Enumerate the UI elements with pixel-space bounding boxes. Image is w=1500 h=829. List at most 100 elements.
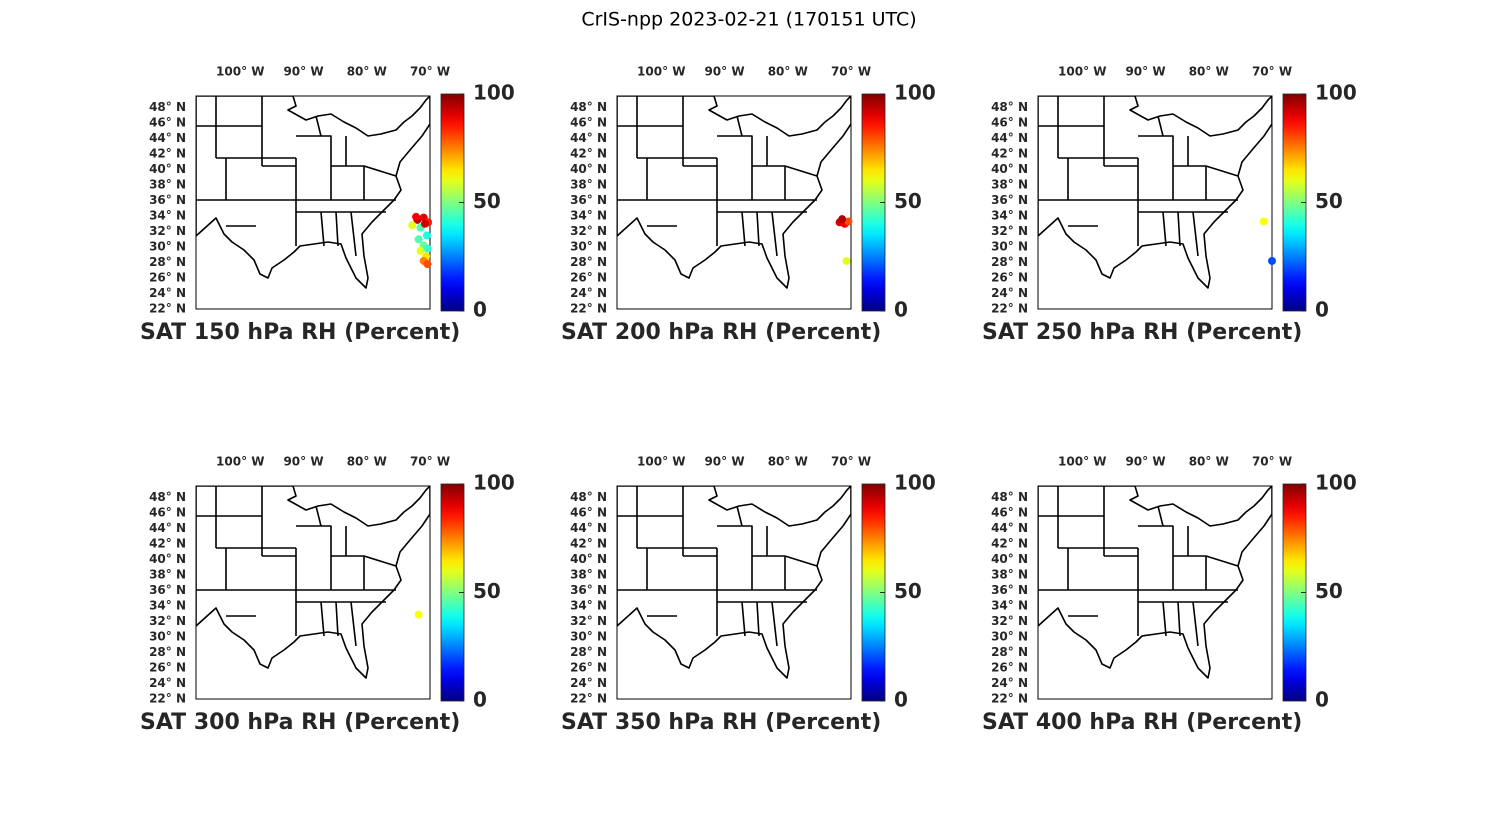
colorbar-tick-label: 50 bbox=[894, 189, 922, 213]
y-tick-label: 24° N bbox=[570, 286, 607, 300]
data-point bbox=[842, 256, 851, 265]
y-tick-label: 22° N bbox=[570, 692, 607, 706]
y-tick-label: 26° N bbox=[991, 271, 1028, 285]
y-tick-label: 32° N bbox=[149, 614, 186, 628]
y-tick-label: 22° N bbox=[991, 692, 1028, 706]
figure-title: CrIS-npp 2023-02-21 (170151 UTC) bbox=[581, 9, 916, 31]
y-tick-label: 38° N bbox=[991, 178, 1028, 192]
x-tick-label: 90° W bbox=[1125, 65, 1165, 79]
colorbar-tick-label: 50 bbox=[473, 189, 501, 213]
x-tick-label: 90° W bbox=[283, 65, 323, 79]
y-tick-label: 38° N bbox=[149, 568, 186, 582]
y-tick-label: 48° N bbox=[570, 490, 607, 504]
colorbar-tick-label: 0 bbox=[894, 298, 908, 322]
data-point bbox=[412, 212, 421, 221]
y-tick-label: 36° N bbox=[570, 193, 607, 207]
y-tick-label: 42° N bbox=[570, 537, 607, 551]
y-tick-label: 30° N bbox=[149, 630, 186, 644]
y-tick-label: 44° N bbox=[149, 131, 186, 145]
y-tick-label: 32° N bbox=[991, 614, 1028, 628]
y-tick-label: 34° N bbox=[570, 599, 607, 613]
y-tick-label: 46° N bbox=[991, 116, 1028, 130]
colorbar-tick-label: 50 bbox=[894, 579, 922, 603]
data-point bbox=[1259, 217, 1268, 226]
y-tick-label: 48° N bbox=[991, 490, 1028, 504]
y-tick-label: 28° N bbox=[149, 645, 186, 659]
y-tick-label: 28° N bbox=[991, 645, 1028, 659]
y-tick-label: 28° N bbox=[991, 255, 1028, 269]
data-point bbox=[416, 246, 425, 255]
y-tick-label: 24° N bbox=[991, 676, 1028, 690]
data-point bbox=[414, 235, 423, 244]
x-tick-label: 100° W bbox=[637, 65, 685, 79]
y-tick-label: 40° N bbox=[149, 162, 186, 176]
x-tick-label: 100° W bbox=[216, 65, 264, 79]
x-tick-label: 80° W bbox=[1189, 455, 1229, 469]
x-tick-label: 100° W bbox=[1058, 455, 1106, 469]
x-tick-label: 70° W bbox=[1252, 455, 1292, 469]
x-tick-label: 70° W bbox=[831, 455, 871, 469]
y-tick-label: 38° N bbox=[570, 178, 607, 192]
y-tick-label: 38° N bbox=[991, 568, 1028, 582]
x-tick-label: 70° W bbox=[1252, 65, 1292, 79]
colorbar-tick-label: 100 bbox=[1315, 81, 1357, 105]
colorbar-tick-label: 0 bbox=[473, 298, 487, 322]
y-tick-label: 36° N bbox=[149, 583, 186, 597]
y-tick-label: 26° N bbox=[149, 661, 186, 675]
colorbar-tick-label: 0 bbox=[1315, 298, 1329, 322]
y-tick-label: 46° N bbox=[991, 506, 1028, 520]
data-point bbox=[408, 221, 417, 230]
y-tick-label: 22° N bbox=[149, 302, 186, 316]
x-tick-label: 80° W bbox=[768, 455, 808, 469]
data-point bbox=[423, 244, 432, 253]
data-point bbox=[1268, 256, 1276, 265]
y-tick-label: 36° N bbox=[991, 193, 1028, 207]
colorbar-tick-label: 100 bbox=[1315, 471, 1357, 495]
y-tick-label: 46° N bbox=[570, 116, 607, 130]
data-point bbox=[423, 260, 432, 269]
y-tick-label: 34° N bbox=[149, 599, 186, 613]
colorbar-tick-label: 0 bbox=[1315, 688, 1329, 712]
y-tick-label: 22° N bbox=[991, 302, 1028, 316]
y-tick-label: 30° N bbox=[149, 240, 186, 254]
x-tick-label: 90° W bbox=[704, 455, 744, 469]
data-point bbox=[420, 219, 429, 228]
y-tick-label: 40° N bbox=[149, 552, 186, 566]
y-tick-label: 24° N bbox=[149, 676, 186, 690]
colorbar-tick-label: 0 bbox=[473, 688, 487, 712]
y-tick-label: 40° N bbox=[570, 552, 607, 566]
x-tick-label: 80° W bbox=[347, 65, 387, 79]
x-tick-label: 70° W bbox=[410, 65, 450, 79]
y-tick-label: 44° N bbox=[991, 131, 1028, 145]
y-tick-label: 38° N bbox=[570, 568, 607, 582]
y-tick-label: 48° N bbox=[570, 100, 607, 114]
y-tick-label: 22° N bbox=[570, 302, 607, 316]
y-tick-label: 28° N bbox=[570, 255, 607, 269]
data-point bbox=[422, 231, 431, 240]
colorbar-tick-label: 100 bbox=[894, 471, 936, 495]
y-tick-label: 34° N bbox=[570, 209, 607, 223]
y-tick-label: 36° N bbox=[570, 583, 607, 597]
y-tick-label: 42° N bbox=[149, 537, 186, 551]
map-frame bbox=[616, 485, 852, 700]
y-tick-label: 26° N bbox=[991, 661, 1028, 675]
y-tick-label: 48° N bbox=[991, 100, 1028, 114]
y-tick-label: 28° N bbox=[149, 255, 186, 269]
y-tick-label: 46° N bbox=[149, 506, 186, 520]
y-tick-label: 34° N bbox=[991, 209, 1028, 223]
colorbar-tick-label: 100 bbox=[473, 471, 515, 495]
y-tick-label: 42° N bbox=[991, 537, 1028, 551]
y-tick-label: 26° N bbox=[149, 271, 186, 285]
data-point bbox=[844, 217, 853, 226]
colorbar-tick-label: 50 bbox=[1315, 189, 1343, 213]
y-tick-label: 28° N bbox=[570, 645, 607, 659]
y-tick-label: 44° N bbox=[570, 131, 607, 145]
panel-title: SAT 350 hPa RH (Percent) bbox=[561, 710, 881, 735]
panel-title: SAT 300 hPa RH (Percent) bbox=[140, 710, 460, 735]
x-tick-label: 80° W bbox=[1189, 65, 1229, 79]
y-tick-label: 40° N bbox=[991, 552, 1028, 566]
y-tick-label: 48° N bbox=[149, 100, 186, 114]
y-tick-label: 24° N bbox=[991, 286, 1028, 300]
colorbar-tick-label: 50 bbox=[473, 579, 501, 603]
